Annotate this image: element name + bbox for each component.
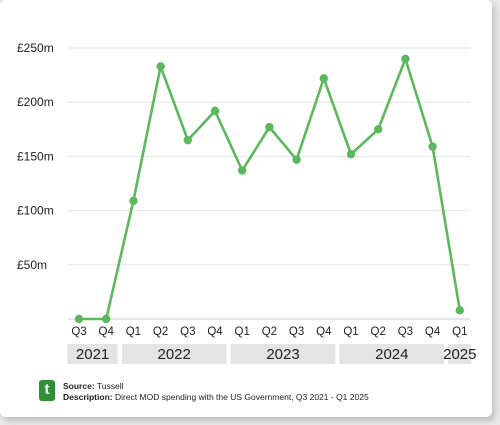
source-line: Source: Tussell: [63, 381, 369, 392]
y-axis-ticks: £250m £200m £150m £100m £50m: [17, 41, 54, 272]
x-tick-label: Q2: [262, 326, 277, 338]
x-tick-label: Q1: [452, 326, 467, 338]
data-point: [292, 155, 301, 164]
year-label: 2023: [266, 346, 299, 363]
gridlines: [68, 47, 470, 320]
x-tick-label: Q1: [343, 326, 358, 338]
data-point: [74, 314, 84, 324]
data-point: [455, 306, 464, 315]
x-tick-label: Q3: [71, 326, 86, 338]
x-tick-label: Q2: [371, 326, 386, 338]
data-point: [102, 314, 111, 324]
data-point: [374, 125, 383, 134]
data-point: [238, 166, 247, 175]
x-tick-label: Q4: [425, 326, 441, 338]
year-band: [230, 344, 336, 364]
data-point: [210, 106, 220, 116]
description-value: Direct MOD spending with the US Governme…: [114, 392, 369, 402]
x-tick-label: Q4: [316, 326, 332, 338]
year-band: [67, 344, 118, 364]
series-line: [79, 57, 462, 321]
series-group: [74, 54, 464, 324]
y-tick-label: £50m: [17, 258, 47, 272]
x-tick-label: Q4: [99, 326, 115, 338]
x-tick-label: Q1: [235, 326, 250, 338]
year-band: [121, 344, 227, 364]
year-label: 2025: [443, 346, 476, 363]
data-point: [129, 196, 138, 206]
data-point: [156, 62, 165, 71]
data-point: [401, 54, 410, 64]
x-tick-label: Q3: [289, 326, 304, 338]
y-tick-label: £100m: [17, 204, 54, 218]
x-axis-ticks: Q3 Q4 Q1 Q2 Q3 Q4 Q1 Q2 Q3 Q4 Q1 Q2 Q3 Q4 Q1: [71, 326, 467, 338]
data-point: [319, 74, 328, 83]
year-bands: 2021 2022 2023 2024 2025: [67, 344, 476, 364]
year-label: 2021: [76, 346, 109, 363]
year-label: 2024: [375, 346, 408, 363]
year-band: [339, 344, 445, 364]
x-tick-label: Q3: [180, 326, 195, 338]
y-tick-label: £200m: [17, 95, 54, 109]
data-point: [265, 122, 274, 132]
source-value: Tussell: [96, 381, 124, 391]
x-tick-label: Q2: [153, 326, 168, 338]
tussell-logo-icon: t: [39, 380, 55, 401]
data-point: [183, 135, 192, 145]
data-point: [428, 142, 437, 151]
description-line: Description: Direct MOD spending with th…: [63, 392, 369, 403]
year-label: 2022: [158, 346, 191, 363]
source-label: Source:: [63, 381, 95, 391]
x-tick-label: Q3: [398, 326, 413, 338]
data-point: [346, 150, 356, 159]
x-tick-label: Q4: [207, 326, 223, 338]
y-tick-label: £150m: [17, 149, 54, 163]
year-band: [448, 344, 472, 364]
y-tick-label: £250m: [17, 41, 54, 55]
description-label: Description:: [63, 392, 113, 402]
chart-footer: Source: Tussell Description: Direct MOD …: [63, 381, 369, 403]
x-tick-label: Q1: [126, 326, 141, 338]
